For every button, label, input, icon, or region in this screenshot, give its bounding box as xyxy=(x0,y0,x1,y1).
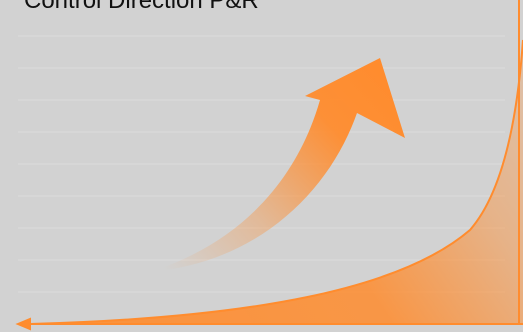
growth-curve-area xyxy=(30,40,523,324)
slide-title: Control Direction P&R xyxy=(24,0,259,14)
axis-arrowhead-left-icon xyxy=(15,317,31,331)
gridlines xyxy=(18,35,505,293)
growth-curve-line xyxy=(29,39,523,325)
axes xyxy=(15,0,523,331)
curved-up-right-arrow-icon xyxy=(150,58,405,272)
